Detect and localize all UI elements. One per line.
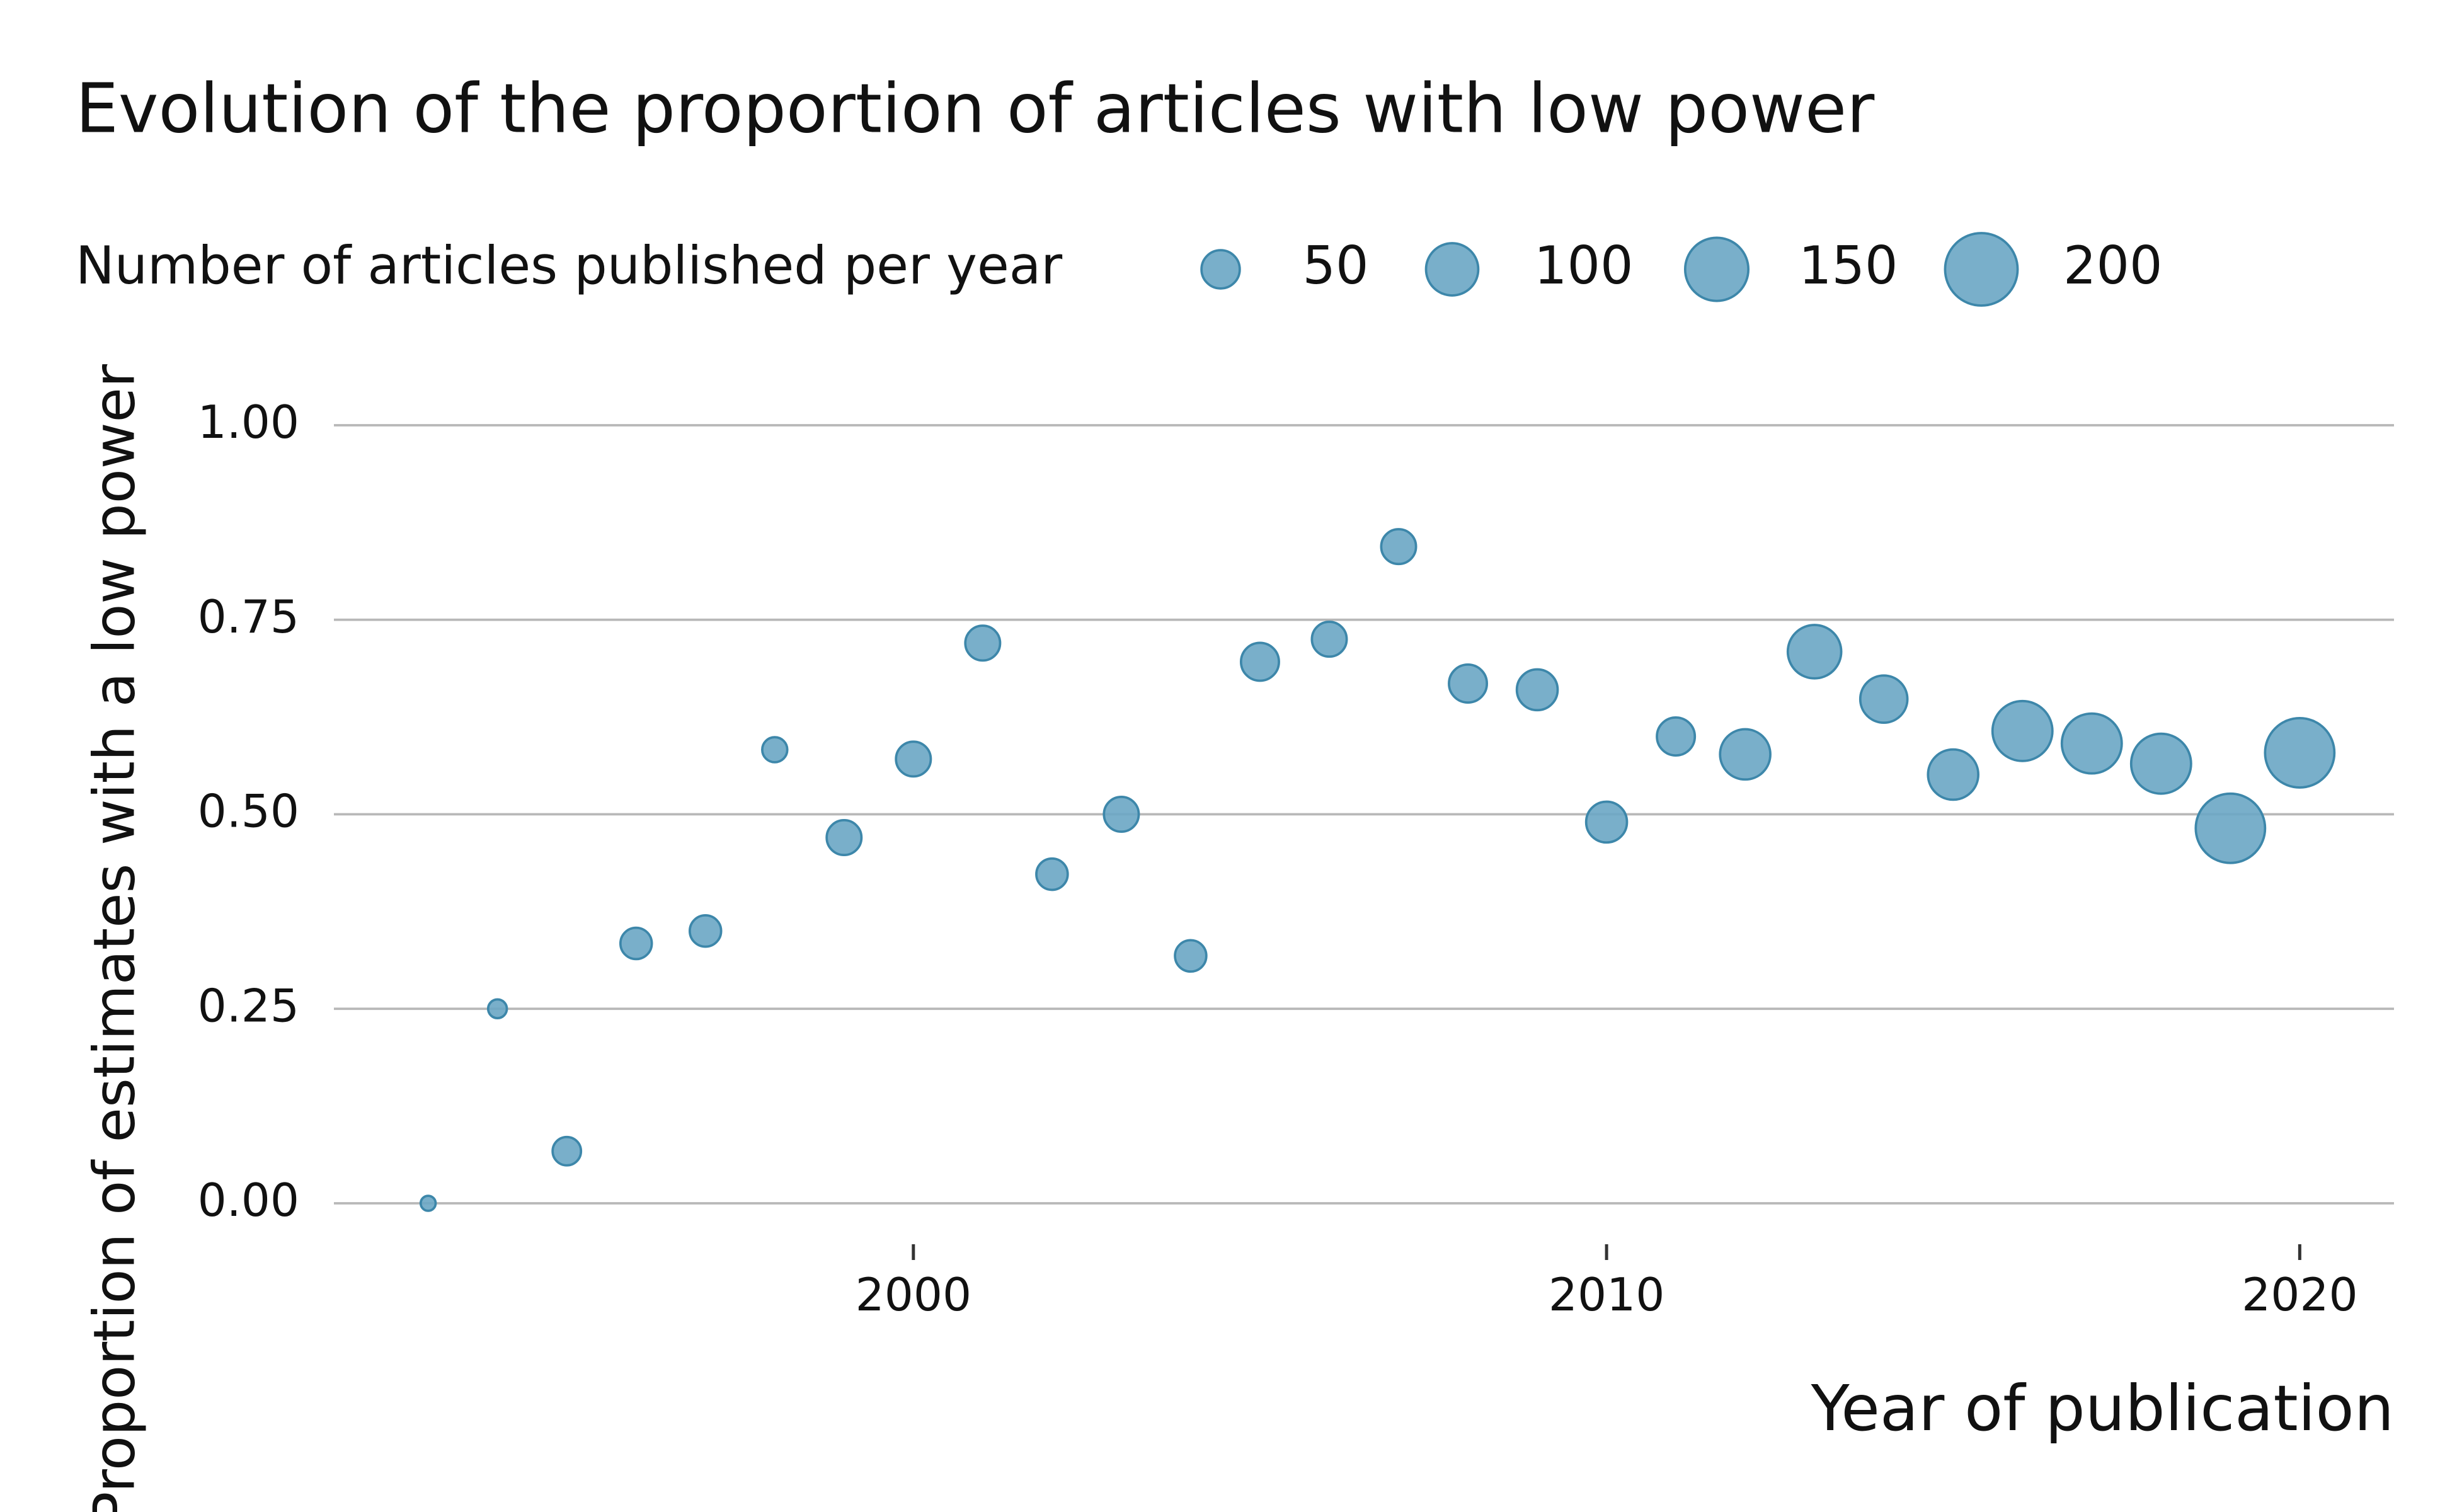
bubble — [486, 998, 508, 1019]
y-tick-label: 0.50 — [198, 786, 299, 839]
x-tick-label: 2000 — [856, 1269, 972, 1322]
bubble — [1927, 748, 1979, 801]
legend-bubble — [1944, 232, 2019, 307]
bubble — [619, 926, 653, 961]
y-axis-label: Proportion of estimates with a low power — [81, 364, 147, 1512]
x-tick-label: 2010 — [1549, 1269, 1665, 1322]
chart-title: Evolution of the proportion of articles … — [76, 69, 1875, 148]
legend-label: 200 — [2063, 236, 2162, 296]
legend-bubble — [1200, 249, 1241, 290]
bubble — [688, 914, 723, 948]
bubble — [1656, 716, 1697, 757]
legend-label: 50 — [1303, 236, 1369, 296]
y-tick-label: 0.25 — [198, 980, 299, 1033]
legend-label: 100 — [1534, 236, 1633, 296]
bubble — [1310, 621, 1348, 658]
bubble — [1239, 641, 1280, 682]
y-tick-label: 0.75 — [198, 591, 299, 644]
bubble — [1991, 699, 2054, 762]
y-tick-label: 0.00 — [198, 1174, 299, 1227]
bubble — [760, 736, 789, 764]
bubble — [1448, 663, 1489, 704]
bubble — [2129, 732, 2192, 795]
bubble — [1584, 800, 1629, 844]
bubble — [895, 740, 932, 778]
bubble — [2194, 792, 2267, 864]
bubble — [964, 624, 1002, 662]
legend-bubble — [1683, 236, 1750, 302]
bubble — [1380, 528, 1418, 566]
legend-title: Number of articles published per year — [76, 236, 1062, 296]
bubble — [2264, 717, 2336, 789]
bubble — [2060, 712, 2123, 775]
bubble — [551, 1135, 583, 1167]
bubble — [1102, 796, 1140, 833]
x-axis-label: Year of publication — [1811, 1372, 2394, 1445]
x-tick-label: 2020 — [2242, 1269, 2358, 1322]
bubble — [419, 1194, 437, 1212]
bubble — [1515, 668, 1559, 712]
bubble — [1174, 939, 1208, 973]
bubble — [825, 819, 863, 857]
bubble — [1786, 624, 1843, 680]
bubble — [1858, 674, 1909, 724]
bubble — [1035, 857, 1069, 891]
legend-bubble — [1424, 242, 1480, 297]
y-tick-label: 1.00 — [198, 396, 299, 449]
legend-label: 150 — [1799, 236, 1898, 296]
bubble — [1719, 728, 1772, 781]
